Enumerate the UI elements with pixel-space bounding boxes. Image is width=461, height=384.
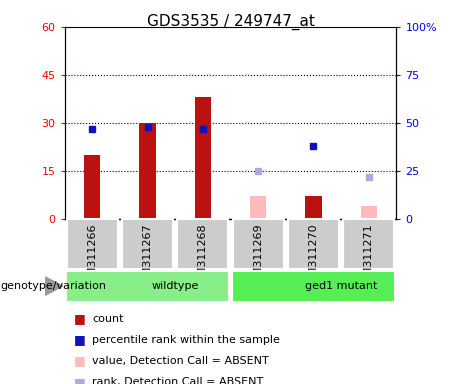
Bar	[288, 219, 339, 269]
Text: GDS3535 / 249747_at: GDS3535 / 249747_at	[147, 13, 314, 30]
Text: ■: ■	[74, 312, 85, 325]
Text: ■: ■	[74, 376, 85, 384]
Text: GSM311269: GSM311269	[253, 224, 263, 291]
Text: percentile rank within the sample: percentile rank within the sample	[92, 335, 280, 345]
Bar	[84, 155, 100, 219]
Text: GSM311270: GSM311270	[308, 224, 319, 291]
Bar	[195, 97, 211, 219]
Bar	[233, 219, 284, 269]
Bar	[67, 219, 118, 269]
Text: ged1 mutant: ged1 mutant	[305, 281, 377, 291]
Bar	[139, 123, 156, 219]
Text: GSM311271: GSM311271	[364, 224, 374, 291]
Text: GSM311267: GSM311267	[142, 224, 153, 291]
Bar	[343, 219, 394, 269]
Bar	[65, 271, 230, 302]
Bar	[305, 197, 322, 219]
Bar	[122, 219, 173, 269]
Bar	[250, 197, 266, 219]
Text: GSM311266: GSM311266	[87, 224, 97, 291]
Polygon shape	[45, 277, 63, 295]
Text: GSM311268: GSM311268	[198, 224, 208, 291]
Text: genotype/variation: genotype/variation	[0, 281, 106, 291]
Text: ■: ■	[74, 333, 85, 346]
Bar	[177, 219, 228, 269]
Text: wildtype: wildtype	[152, 281, 199, 291]
Text: ■: ■	[74, 354, 85, 367]
Text: rank, Detection Call = ABSENT: rank, Detection Call = ABSENT	[92, 377, 263, 384]
Bar	[361, 206, 377, 219]
Text: value, Detection Call = ABSENT: value, Detection Call = ABSENT	[92, 356, 269, 366]
Text: count: count	[92, 314, 124, 324]
Bar	[231, 271, 396, 302]
